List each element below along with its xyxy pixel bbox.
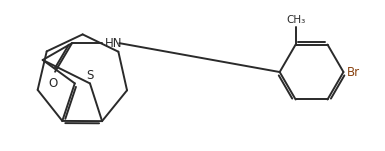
Text: Br: Br	[346, 66, 360, 79]
Text: S: S	[86, 69, 94, 82]
Text: HN: HN	[104, 37, 122, 50]
Text: CH₃: CH₃	[286, 15, 305, 25]
Text: O: O	[49, 77, 58, 90]
